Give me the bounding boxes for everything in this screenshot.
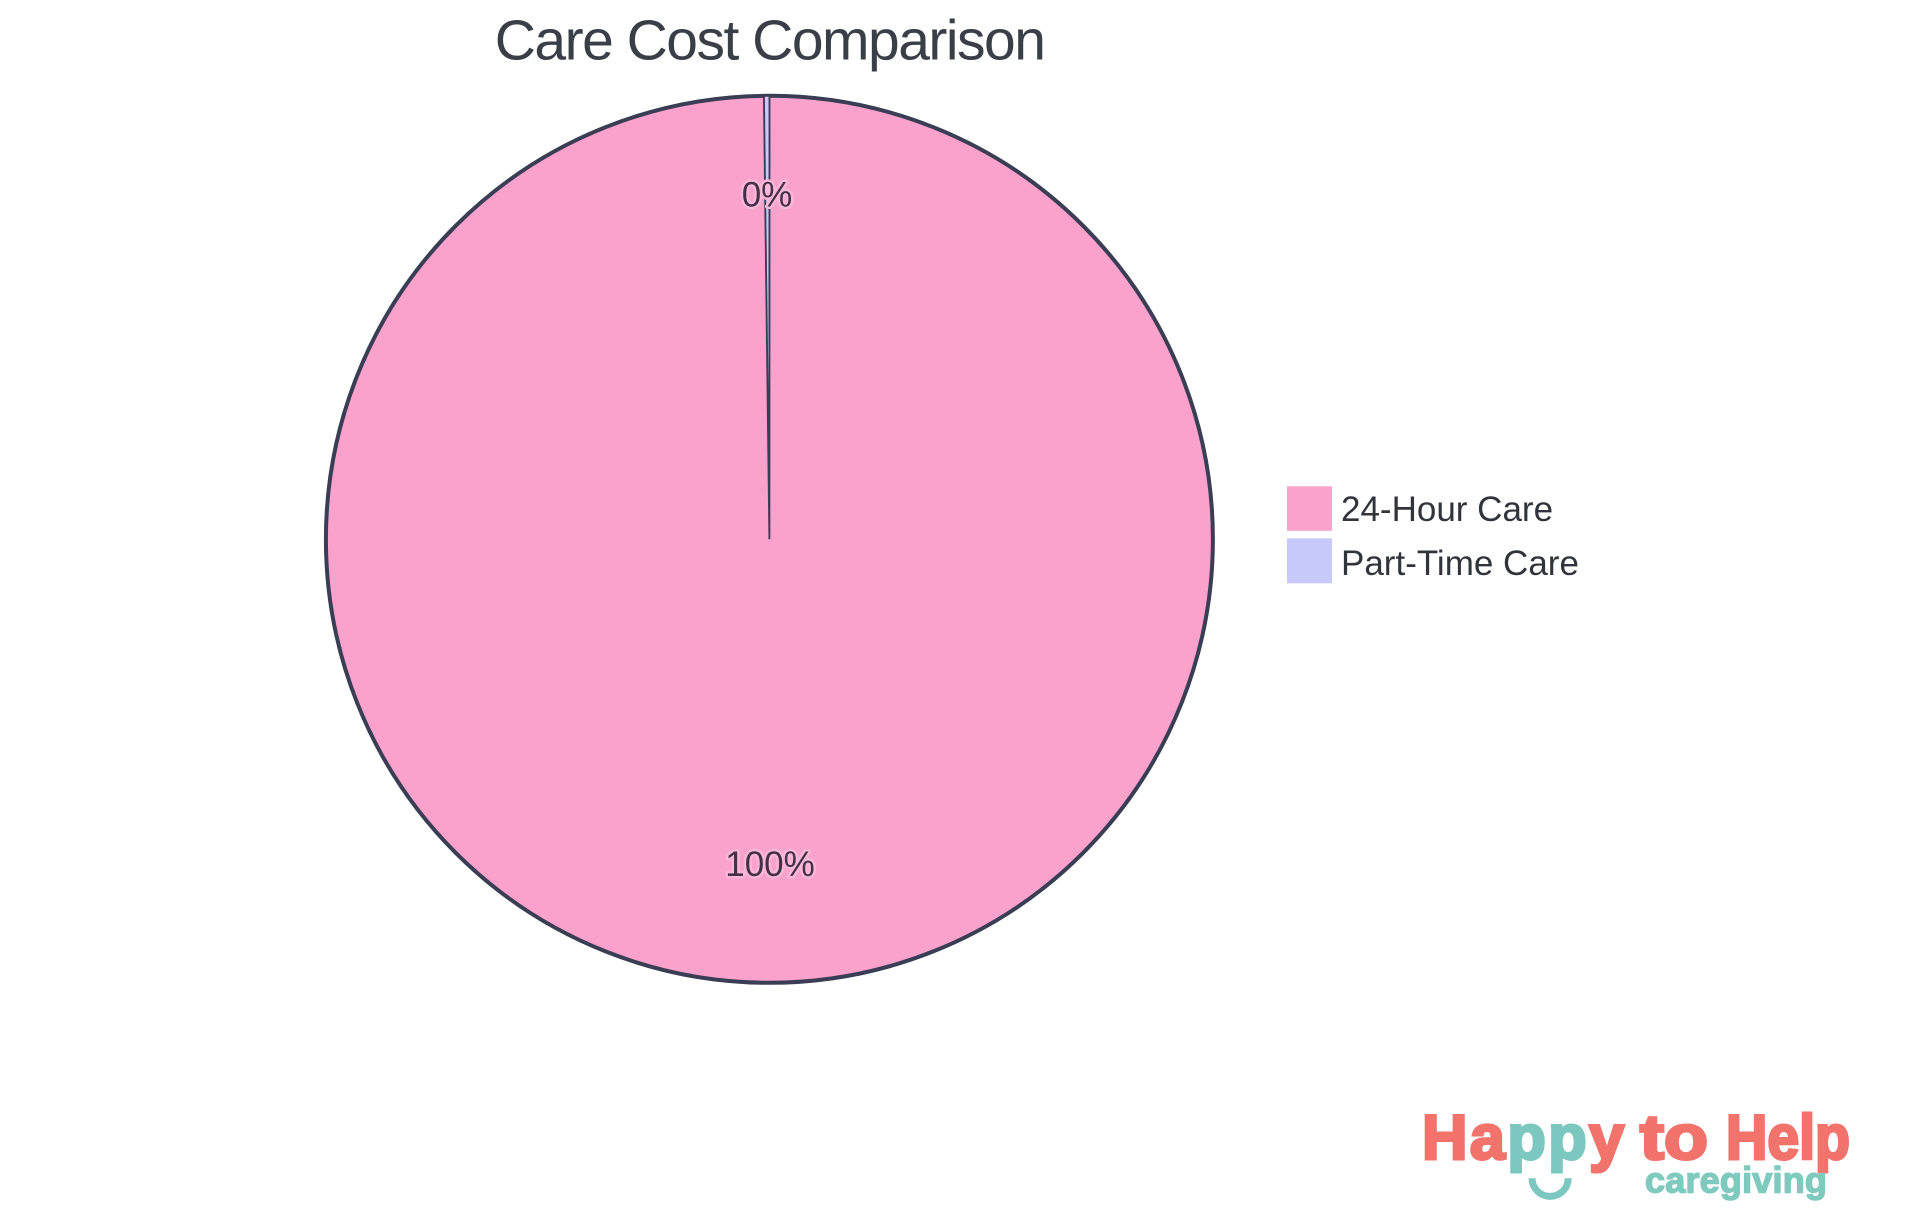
- svg-text:Care Cost Comparison: Care Cost Comparison: [495, 9, 1045, 73]
- svg-text:Happy: Happy: [1422, 1103, 1627, 1173]
- svg-text:Part-Time Care: Part-Time Care: [1341, 544, 1579, 583]
- svg-text:caregiving: caregiving: [1645, 1159, 1827, 1200]
- svg-text:100%: 100%: [725, 845, 815, 884]
- svg-text:0%: 0%: [742, 176, 793, 215]
- svg-text:Help: Help: [1726, 1103, 1850, 1173]
- svg-text:24-Hour Care: 24-Hour Care: [1341, 490, 1553, 529]
- svg-text:to: to: [1640, 1103, 1708, 1173]
